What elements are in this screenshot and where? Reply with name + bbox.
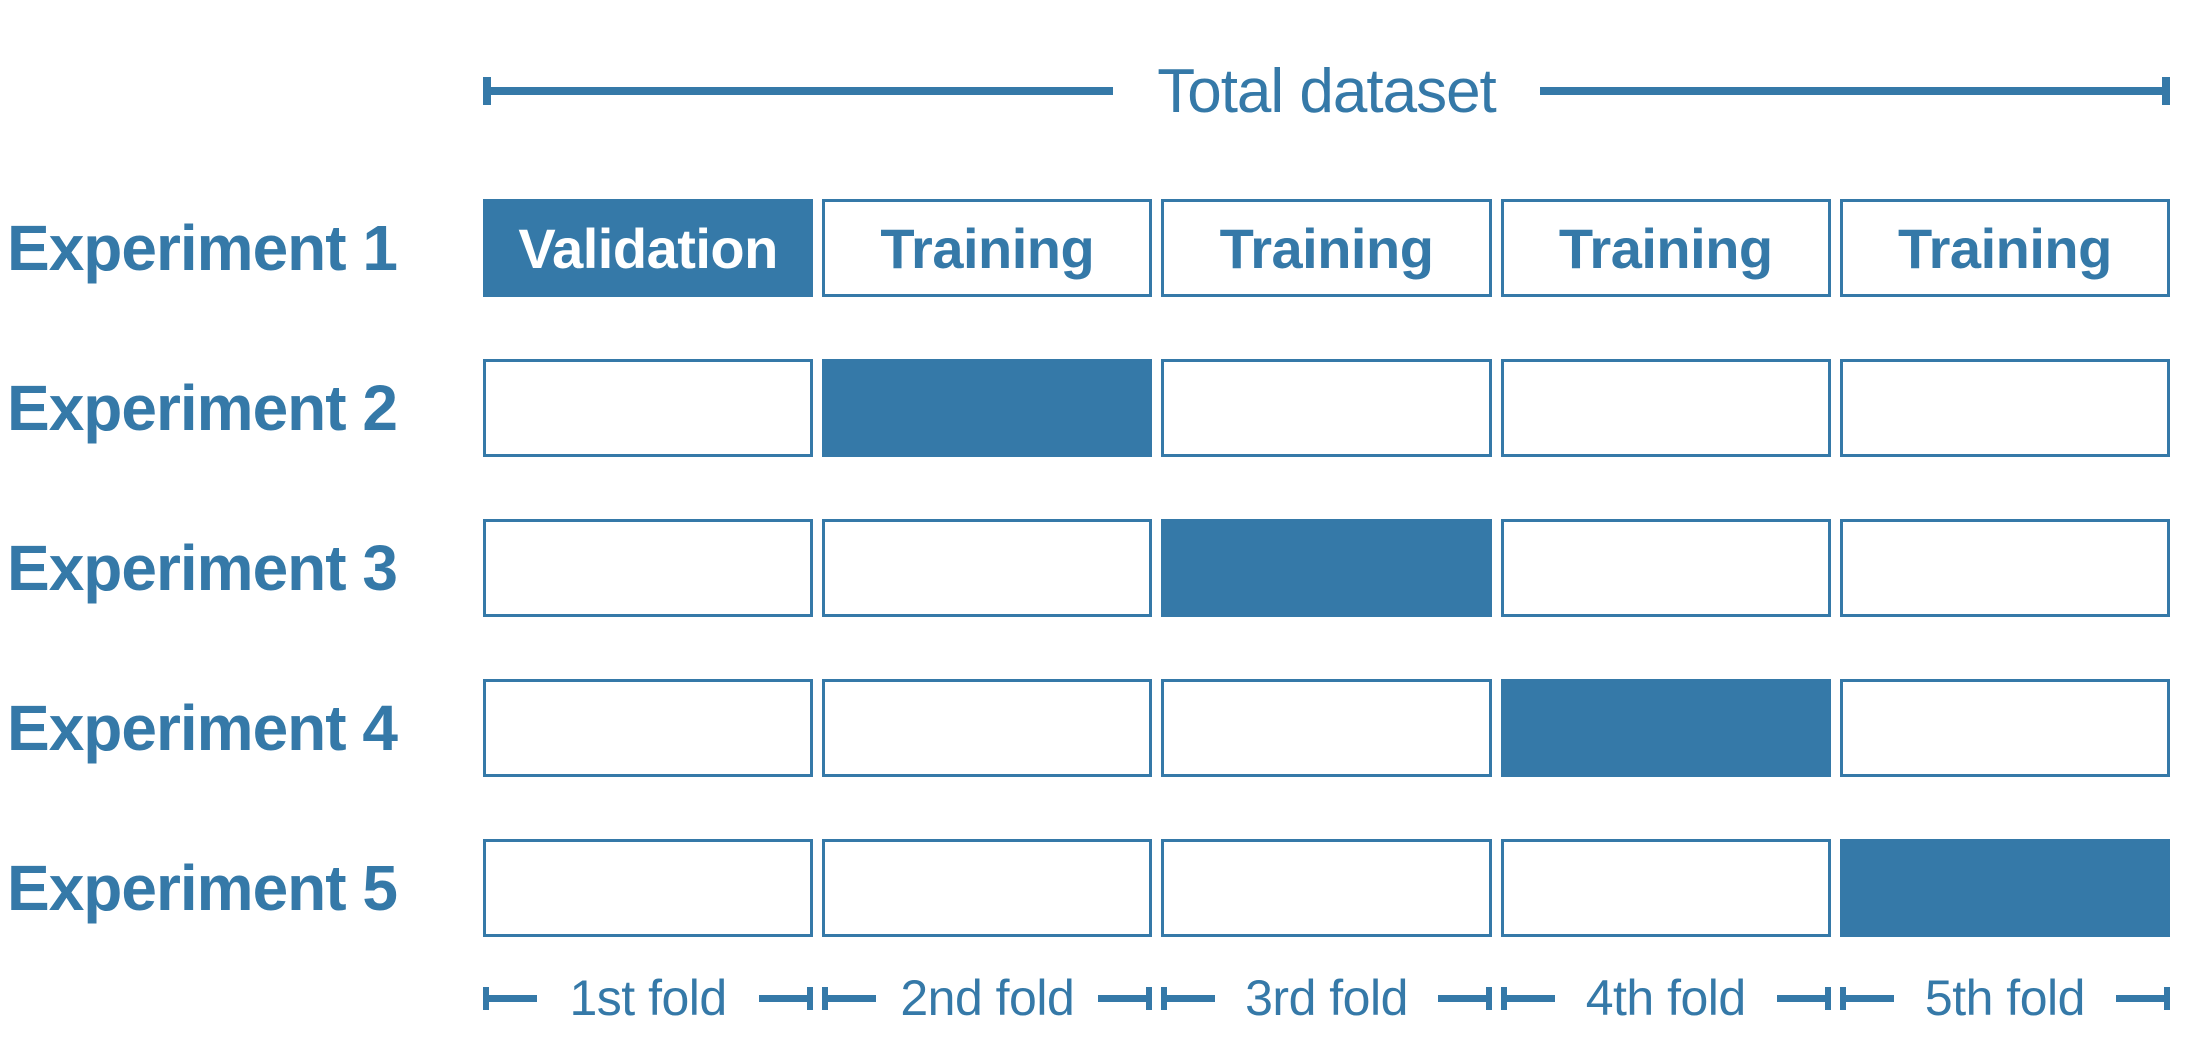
experiment-row-3: Experiment 3	[0, 519, 2171, 617]
training-fold-cell	[822, 679, 1153, 777]
training-cell: Training	[1839, 199, 2171, 297]
validation-fold-cell	[1161, 519, 1492, 617]
experiment-row-5: Experiment 5	[0, 839, 2171, 937]
training-fold-cell	[1839, 359, 2171, 457]
training-fold-cell	[1500, 519, 1831, 617]
validation-cell: Validation	[483, 199, 814, 297]
training-fold-cell	[1161, 359, 1492, 457]
fold-right-cap	[2116, 987, 2170, 1010]
training-fold-cell	[1161, 679, 1492, 777]
training-cell: Training	[822, 199, 1153, 297]
fold-label-5: 5th fold	[1924, 970, 2086, 1026]
experiment-rows: Experiment 1 Validation Training Training Tr…	[0, 199, 2171, 999]
training-fold-cell	[822, 839, 1153, 937]
fold-right-cap	[1777, 987, 1831, 1010]
fold-label-2: 2nd fold	[900, 970, 1075, 1026]
validation-fold-cell	[1500, 679, 1831, 777]
training-fold-cell	[483, 359, 814, 457]
training-fold-cell	[483, 679, 814, 777]
experiment-label-2: Experiment 2	[7, 372, 398, 444]
training-fold-cell	[1500, 359, 1831, 457]
bracket-right-line	[1539, 87, 2163, 95]
training-cell: Training	[1500, 199, 1831, 297]
training-fold-cell	[822, 519, 1153, 617]
fold-left-cap	[1500, 986, 1555, 1010]
training-fold-cell	[1839, 679, 2171, 777]
experiment-label-3: Experiment 3	[7, 532, 398, 604]
fold-label-1: 1st fold	[569, 970, 728, 1026]
experiment-label-4: Experiment 4	[7, 692, 398, 764]
fold-left-cap	[1839, 986, 1894, 1010]
experiment-row-4: Experiment 4	[0, 679, 2171, 777]
experiment-row-2: Experiment 2	[0, 359, 2171, 457]
training-cell: Training	[1161, 199, 1492, 297]
training-fold-cell	[1161, 839, 1492, 937]
experiment-row-1: Experiment 1 Validation Training Training Tr…	[0, 199, 2171, 297]
training-fold-cell	[1500, 839, 1831, 937]
fold-bracket-2: 2nd fold	[822, 969, 1152, 1027]
training-fold-cell	[1839, 519, 2171, 617]
fold-right-cap	[759, 987, 813, 1010]
fold-right-cap	[1098, 987, 1152, 1010]
fold-right-cap	[1438, 987, 1492, 1010]
training-fold-cell	[483, 519, 814, 617]
fold-left-cap	[1161, 986, 1216, 1010]
total-dataset-bracket: Total dataset	[483, 57, 2171, 126]
validation-fold-cell	[822, 359, 1153, 457]
experiment-label-5: Experiment 5	[7, 852, 398, 924]
bracket-right-cap	[2162, 77, 2171, 105]
fold-bracket-3: 3rd fold	[1161, 969, 1491, 1027]
fold-left-cap	[822, 986, 877, 1010]
bracket-left-line	[491, 87, 1114, 95]
fold-bracket-4: 4th fold	[1500, 969, 1831, 1027]
training-fold-cell	[483, 839, 814, 937]
fold-bracket-5: 5th fold	[1839, 969, 2170, 1027]
fold-brackets: 1st fold 2nd fold 3rd fold 4th fold 5th fold	[483, 969, 2170, 1027]
total-dataset-label: Total dataset	[1157, 56, 1497, 126]
validation-fold-cell	[1839, 839, 2171, 937]
fold-bracket-1: 1st fold	[483, 969, 813, 1027]
experiment-label-1: Experiment 1	[7, 212, 398, 284]
bracket-left-cap	[483, 77, 491, 105]
fold-label-4: 4th fold	[1585, 970, 1747, 1026]
fold-left-cap	[483, 986, 537, 1010]
fold-label-3: 3rd fold	[1245, 970, 1408, 1026]
